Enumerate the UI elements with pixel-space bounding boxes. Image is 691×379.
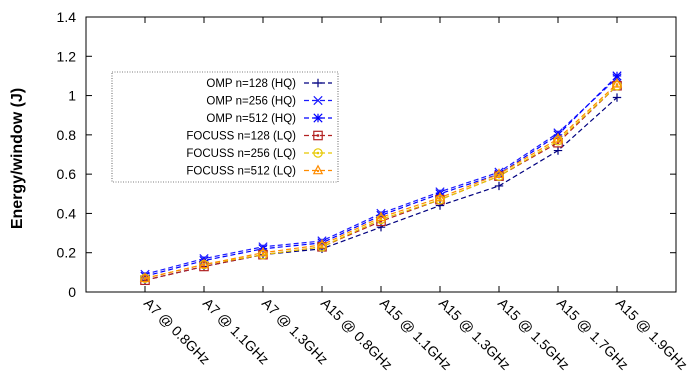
legend-label: OMP n=512 (HQ): [206, 113, 296, 125]
y-tick-label: 0: [68, 284, 76, 300]
legend-label: OMP n=128 (HQ): [206, 78, 296, 90]
legend-label: FOCUSS n=128 (LQ): [186, 131, 296, 143]
legend-marker: [313, 148, 323, 158]
y-tick-label: 0.2: [57, 245, 77, 261]
legend-item: FOCUSS n=256 (LQ): [186, 148, 332, 160]
y-axis-label: Energy/window (J): [9, 88, 26, 229]
data-point: [612, 71, 622, 81]
data-point: [612, 93, 622, 102]
data-point: [493, 168, 505, 178]
series-line: [144, 75, 618, 277]
y-tick-label: 0.6: [57, 166, 77, 182]
legend-item: OMP n=512 (HQ): [206, 113, 332, 125]
data-point: [139, 272, 151, 283]
legend-marker: [312, 164, 324, 175]
data-point: [611, 77, 623, 88]
legend-marker: [313, 95, 323, 106]
y-tick-label: 1.4: [57, 9, 77, 25]
data-point: [375, 211, 387, 222]
data-point: [435, 201, 445, 210]
legend-item: FOCUSS n=512 (LQ): [186, 164, 332, 178]
legend-marker: [313, 78, 323, 88]
y-tick-label: 1: [68, 88, 76, 104]
legend-box: [111, 71, 339, 183]
data-point: [553, 146, 563, 155]
series-line: [144, 85, 618, 279]
legend-label: FOCUSS n=512 (LQ): [186, 166, 296, 178]
y-tick-label: 0.4: [57, 205, 77, 221]
legend-item: FOCUSS n=128 (LQ): [186, 131, 332, 143]
data-point: [198, 258, 210, 269]
legend-marker: [313, 130, 323, 141]
data-point: [316, 238, 328, 249]
legend-label: OMP n=256 (HQ): [206, 96, 296, 108]
legend-label: FOCUSS n=256 (LQ): [186, 148, 296, 160]
data-point: [257, 246, 269, 257]
legend-marker: [313, 113, 323, 123]
series-line: [144, 77, 618, 275]
data-point: [376, 222, 386, 232]
data-point: [552, 132, 564, 143]
legend-item: OMP n=256 (HQ): [206, 96, 332, 108]
data-point: [494, 181, 504, 191]
y-tick-label: 1.2: [57, 48, 77, 64]
y-tick-label: 0.8: [57, 127, 77, 143]
series-6: [139, 77, 623, 283]
series-line: [144, 83, 618, 279]
legend: OMP n=128 (HQ) OMP n=256 (HQ) OMP n=512 (H…: [111, 71, 339, 183]
data-point: [434, 191, 446, 202]
legend-item: OMP n=128 (HQ): [206, 78, 332, 90]
